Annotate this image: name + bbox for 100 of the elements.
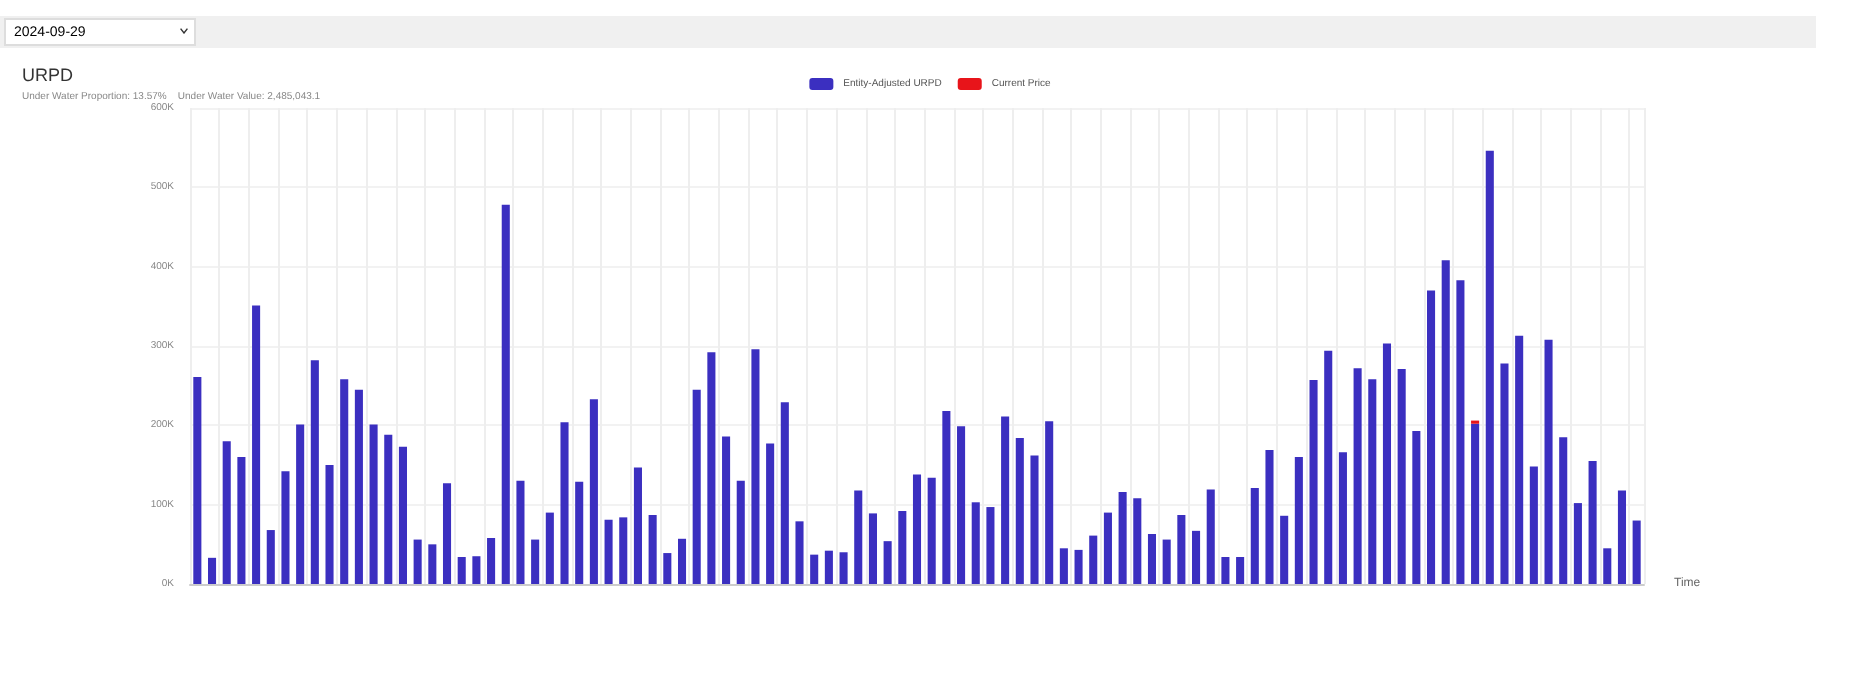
bar bbox=[1456, 280, 1465, 584]
bar bbox=[1192, 530, 1201, 584]
bar bbox=[413, 539, 422, 584]
bar bbox=[531, 539, 540, 584]
bar bbox=[1427, 290, 1436, 584]
bar bbox=[1353, 368, 1362, 584]
bar bbox=[1573, 503, 1582, 584]
bar bbox=[1280, 515, 1289, 584]
bar bbox=[751, 349, 760, 584]
bar bbox=[1515, 335, 1524, 584]
bar bbox=[1133, 498, 1142, 584]
bar bbox=[957, 426, 966, 584]
bar bbox=[252, 305, 261, 584]
bar bbox=[824, 550, 833, 584]
bar bbox=[1059, 548, 1068, 584]
bar bbox=[1265, 449, 1274, 584]
bar bbox=[1089, 535, 1098, 584]
bar bbox=[1162, 539, 1171, 584]
bar bbox=[883, 541, 892, 584]
bar bbox=[1294, 457, 1303, 584]
bar bbox=[1177, 514, 1186, 584]
bar bbox=[898, 511, 907, 584]
bar bbox=[457, 557, 466, 584]
bar bbox=[384, 434, 393, 584]
bar bbox=[1074, 549, 1083, 584]
bar bbox=[296, 424, 305, 584]
bar bbox=[1544, 339, 1553, 584]
bar bbox=[1030, 455, 1039, 584]
bar bbox=[340, 379, 349, 584]
bar bbox=[1441, 260, 1450, 584]
bar bbox=[722, 436, 731, 584]
bar bbox=[810, 554, 819, 584]
bar bbox=[1221, 557, 1230, 584]
bar bbox=[1324, 350, 1333, 584]
bar bbox=[648, 514, 657, 584]
bar bbox=[1103, 512, 1112, 584]
bar bbox=[1603, 548, 1612, 584]
bar bbox=[266, 530, 275, 584]
bar bbox=[575, 481, 584, 584]
bar bbox=[1309, 380, 1318, 584]
bar bbox=[868, 513, 877, 584]
bar bbox=[677, 538, 687, 584]
bar bbox=[1617, 490, 1627, 584]
bar bbox=[839, 552, 848, 584]
bar bbox=[325, 465, 334, 584]
bar bbox=[912, 474, 922, 584]
bar bbox=[516, 480, 525, 584]
bar bbox=[501, 204, 510, 584]
bar bbox=[604, 519, 613, 584]
bar bbox=[795, 521, 804, 584]
bar bbox=[707, 352, 716, 584]
bar bbox=[1236, 557, 1245, 584]
bar bbox=[193, 376, 202, 584]
bar bbox=[766, 443, 775, 584]
bar bbox=[560, 422, 569, 584]
bar bbox=[310, 360, 319, 584]
bar bbox=[487, 537, 496, 584]
bar bbox=[692, 389, 701, 584]
bar bbox=[1001, 416, 1010, 584]
bar bbox=[633, 467, 642, 584]
bar bbox=[545, 512, 554, 584]
bar bbox=[1045, 421, 1054, 584]
bar bbox=[354, 389, 363, 584]
bar bbox=[663, 553, 672, 584]
bar bbox=[1118, 491, 1127, 584]
bar bbox=[472, 556, 481, 584]
bar bbox=[281, 471, 290, 584]
bar bbox=[986, 507, 995, 584]
bar bbox=[1412, 430, 1421, 584]
bar bbox=[736, 480, 745, 584]
chart-title: URPD bbox=[22, 65, 74, 85]
bar bbox=[1471, 423, 1480, 584]
bar bbox=[1485, 150, 1494, 584]
bar bbox=[1632, 520, 1641, 584]
bar bbox=[1015, 438, 1024, 584]
bar bbox=[1338, 452, 1347, 584]
bar bbox=[1397, 369, 1406, 584]
bar bbox=[942, 411, 951, 584]
bar bbox=[1588, 461, 1597, 584]
bar bbox=[1382, 343, 1392, 584]
bar bbox=[222, 441, 231, 584]
bar bbox=[854, 490, 863, 584]
bar bbox=[1147, 534, 1157, 584]
bar bbox=[1368, 379, 1377, 584]
bar bbox=[207, 557, 217, 584]
bar bbox=[369, 424, 378, 584]
bar bbox=[1250, 488, 1259, 584]
bar bbox=[1206, 489, 1215, 584]
bar bbox=[1529, 466, 1538, 584]
bar bbox=[428, 544, 437, 584]
bar bbox=[780, 402, 789, 584]
bar bbox=[589, 399, 598, 584]
bar bbox=[237, 457, 246, 584]
bar bbox=[1559, 437, 1568, 584]
bar bbox=[927, 477, 936, 584]
bar bbox=[619, 517, 628, 584]
bar bbox=[971, 502, 980, 584]
bar bbox=[442, 483, 452, 584]
bar bbox=[1500, 363, 1509, 584]
bar bbox=[398, 446, 407, 584]
